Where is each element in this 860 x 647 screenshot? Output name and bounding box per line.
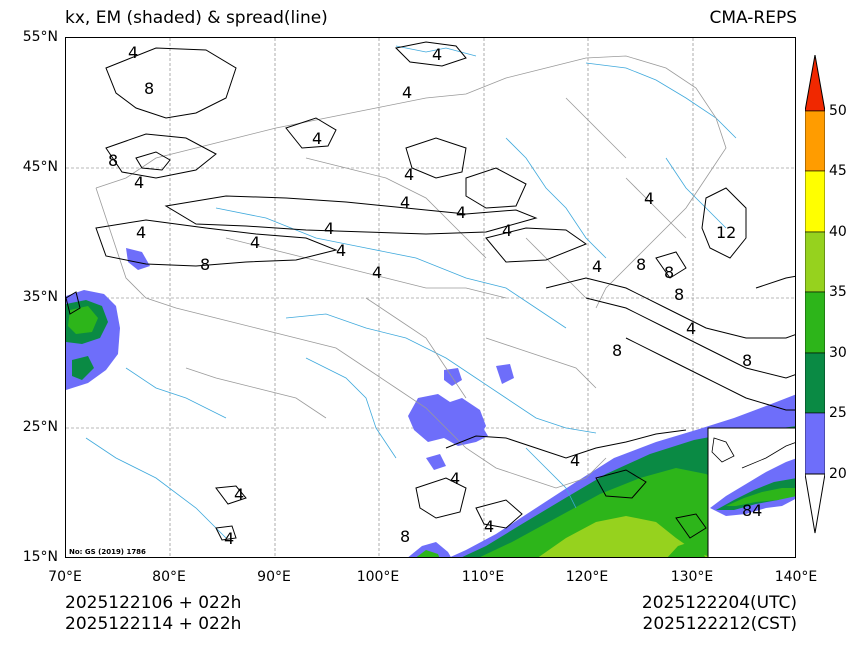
contour-label: 4 — [336, 241, 346, 260]
colorbar-tick: 30 — [829, 345, 847, 361]
colorbar-tick: 25 — [829, 405, 847, 421]
lat-tick: 15°N — [22, 549, 58, 565]
valid-time-cst: 2025122212(CST) — [642, 614, 797, 634]
contour-label: 4 — [484, 517, 494, 536]
contour-label: 4 — [686, 319, 696, 338]
contour-label: 12 — [716, 223, 736, 242]
model-name: CMA-REPS — [709, 8, 797, 28]
contour-label: 4 — [402, 83, 412, 102]
contour-label: 4 — [250, 233, 260, 252]
lon-tick: 100°E — [356, 569, 400, 585]
contour-label: 4 — [234, 485, 244, 504]
borders — [95, 55, 727, 489]
lon-tick: 120°E — [565, 569, 609, 585]
contour-label: 8 — [612, 341, 622, 360]
map-canvas: 4 8 4 8 4 4 4 4 4 4 4 8 4 4 4 4 4 8 4 8 … — [66, 38, 795, 557]
lat-tick: 45°N — [22, 159, 58, 175]
contour-label: 4 — [644, 189, 654, 208]
contour-label: 4 — [400, 193, 410, 212]
colorbar-tick: 50 — [829, 103, 847, 119]
contour-label: 4 — [312, 129, 322, 148]
contour-label: 4 — [372, 263, 382, 282]
map-approval-note: No: GS (2019) 1786 — [69, 548, 146, 556]
contour-label: 8 — [742, 351, 752, 370]
init-time-utc: 2025122106 + 022h — [65, 593, 242, 613]
lon-tick: 110°E — [461, 569, 505, 585]
contour-label: 4 — [324, 219, 334, 238]
spread-contours — [66, 41, 795, 541]
contour-label: 4 — [224, 529, 234, 548]
shading-west — [66, 248, 150, 390]
contour-label-group: 4 8 4 8 4 4 4 4 4 4 4 8 4 4 4 4 4 8 4 8 … — [108, 43, 762, 548]
contour-label: 4 — [570, 451, 580, 470]
lon-tick: 140°E — [774, 569, 818, 585]
lat-tick: 35°N — [22, 289, 58, 305]
contour-label: 4 — [502, 221, 512, 240]
contour-label: 8 — [636, 255, 646, 274]
valid-time-utc: 2025122204(UTC) — [641, 593, 797, 613]
inset-contour-label: 84 — [742, 501, 762, 520]
lat-tick: 55°N — [22, 29, 58, 45]
contour-label: 4 — [456, 203, 466, 222]
map-panel[interactable]: 4 8 4 8 4 4 4 4 4 4 4 8 4 4 4 4 4 8 4 8 … — [65, 37, 796, 558]
contour-label: 8 — [674, 285, 684, 304]
contour-label: 8 — [664, 263, 674, 282]
contour-label: 8 — [400, 527, 410, 546]
lat-tick: 25°N — [22, 419, 58, 435]
lon-tick: 130°E — [670, 569, 714, 585]
contour-label: 8 — [200, 255, 210, 274]
contour-label: 4 — [450, 469, 460, 488]
lon-tick: 70°E — [48, 569, 82, 585]
lon-tick: 90°E — [257, 569, 291, 585]
colorbar-tick: 40 — [829, 224, 847, 240]
contour-label: 8 — [108, 151, 118, 170]
init-time-cst: 2025122114 + 022h — [65, 614, 242, 634]
contour-label: 4 — [134, 173, 144, 192]
shading-southwest — [408, 364, 514, 470]
colorbar — [805, 55, 825, 534]
contour-label: 4 — [592, 257, 602, 276]
rivers — [85, 45, 737, 539]
contour-label: 4 — [432, 45, 442, 64]
lon-tick: 80°E — [152, 569, 186, 585]
contour-label: 4 — [404, 165, 414, 184]
colorbar-tick: 45 — [829, 163, 847, 179]
contour-label: 4 — [136, 223, 146, 242]
contour-label: 8 — [144, 79, 154, 98]
contour-label: 4 — [128, 43, 138, 62]
chart-title: kx, EM (shaded) & spread(line) — [65, 8, 328, 28]
inset-map — [707, 427, 795, 557]
colorbar-tick: 20 — [829, 466, 847, 482]
colorbar-tick: 35 — [829, 284, 847, 300]
